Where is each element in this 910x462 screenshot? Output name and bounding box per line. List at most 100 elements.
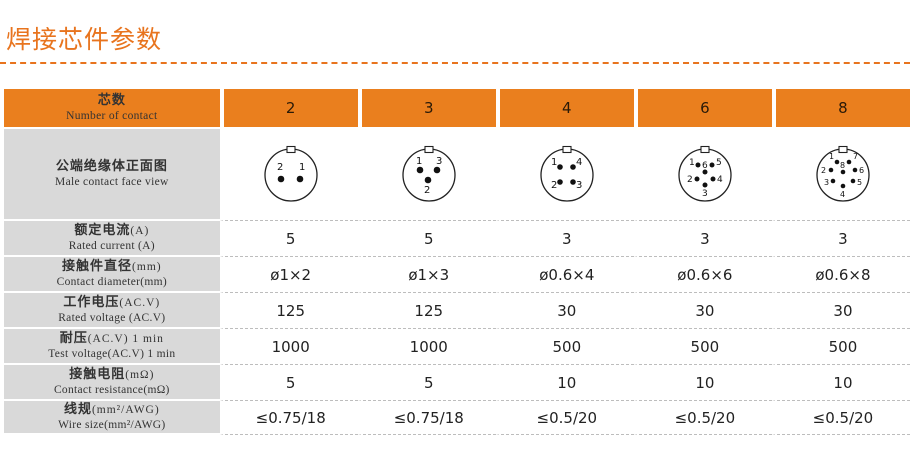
value-cell: 30 — [633, 293, 772, 329]
page-title: 焊接芯件参数 — [6, 25, 163, 54]
spec-row-test-voltage: 耐压(AC.V) 1 min Test voltage(AC.V) 1 min … — [4, 329, 910, 365]
value-cell: 125 — [219, 293, 358, 329]
pin-label: 3 — [576, 180, 582, 191]
pin-label: 5 — [857, 178, 862, 187]
pin-label: 2 — [424, 185, 430, 196]
connector-face-diagram: 1 4 2 3 — [540, 145, 594, 202]
pin-label: 1 — [299, 162, 305, 173]
contact-pin — [709, 162, 715, 167]
spec-row-contact-diameter: 接触件直径(mm) Contact diameter(mm) ø1×2 ø1×3… — [4, 257, 910, 293]
face-view-cell: 1 5 6 2 4 3 — [633, 129, 772, 221]
contact-pin — [840, 169, 846, 174]
value-cell: 3 — [771, 221, 910, 257]
face-view-label: 公端绝缘体正面图 Male contact face view — [4, 129, 220, 221]
row-label-zh: 线规(mm²/AWG) — [63, 402, 160, 417]
row-label-zh: 接触件直径(mm) — [62, 259, 162, 274]
header-label-zh: 芯数 — [97, 93, 126, 108]
face-view-label-en: Male contact face view — [55, 176, 169, 188]
value-cell: ≤0.5/20 — [633, 401, 772, 435]
row-label: 耐压(AC.V) 1 min Test voltage(AC.V) 1 min — [4, 329, 220, 365]
header-label-en: Number of contact — [66, 110, 158, 122]
value-cell: 5 — [219, 365, 358, 401]
value-cell: ≤0.5/20 — [495, 401, 634, 435]
value-cell: 5 — [357, 221, 496, 257]
row-label-en: Rated voltage (AC.V) — [58, 312, 166, 324]
pin-label: 2 — [551, 180, 557, 191]
spec-table: 芯数 Number of contact 2 3 4 6 8 公端绝缘体正面图 … — [4, 89, 910, 435]
row-label-en: Wire size(mm²/AWG) — [58, 419, 166, 431]
pin-label: 7 — [853, 152, 858, 161]
value-cell: 5 — [219, 221, 358, 257]
contact-pin — [424, 176, 432, 183]
key-notch — [838, 145, 848, 153]
value-cell: ø0.6×4 — [495, 257, 634, 293]
value-cell: 3 — [633, 221, 772, 257]
pin-label: 6 — [859, 166, 864, 175]
value-cell: 500 — [771, 329, 910, 365]
row-label-en: Contact diameter(mm) — [56, 276, 168, 288]
pin-label: 3 — [436, 156, 442, 167]
pin-label: 6 — [702, 161, 708, 171]
contact-pin — [852, 167, 858, 172]
row-label-zh: 工作电压(AC.V) — [63, 295, 161, 310]
row-label-zh: 耐压(AC.V) 1 min — [59, 331, 164, 346]
pin-label: 8 — [840, 161, 845, 170]
pin-label: 3 — [702, 189, 708, 199]
value-cell: 10 — [771, 365, 910, 401]
contact-pin — [694, 176, 700, 181]
pin-label: 2 — [821, 166, 826, 175]
contact-pin — [702, 182, 708, 187]
row-label-en: Rated current (A) — [68, 240, 155, 252]
face-view-cell: 1 3 2 — [357, 129, 496, 221]
pin-label: 4 — [840, 190, 845, 199]
value-cell: ø1×2 — [219, 257, 358, 293]
header-cell: 6 — [633, 89, 772, 129]
row-label: 工作电压(AC.V) Rated voltage (AC.V) — [4, 293, 220, 329]
contact-pin — [846, 159, 852, 164]
header-cell: 3 — [357, 89, 496, 129]
face-view-cell: 1 7 2 8 6 3 5 4 — [771, 129, 910, 221]
row-label: 线规(mm²/AWG) Wire size(mm²/AWG) — [4, 401, 220, 435]
face-view-row: 公端绝缘体正面图 Male contact face view 2 1 1 3 — [4, 129, 910, 221]
value-cell: 500 — [633, 329, 772, 365]
key-notch — [286, 145, 296, 153]
row-label-en: Contact resistance(mΩ) — [53, 384, 170, 396]
header-row: 芯数 Number of contact 2 3 4 6 8 — [4, 89, 910, 129]
row-label-en: Test voltage(AC.V) 1 min — [48, 348, 176, 360]
pin-label: 5 — [716, 158, 722, 168]
value-cell: 1000 — [357, 329, 496, 365]
value-cell: ≤0.5/20 — [771, 401, 910, 435]
pin-label: 2 — [277, 162, 283, 173]
spec-row-rated-voltage: 工作电压(AC.V) Rated voltage (AC.V) 125 125 … — [4, 293, 910, 329]
header-label: 芯数 Number of contact — [4, 89, 220, 129]
connector-face-diagram: 1 5 6 2 4 3 — [678, 145, 732, 202]
row-label: 接触件直径(mm) Contact diameter(mm) — [4, 257, 220, 293]
contact-pin — [277, 175, 284, 182]
value-cell: ≤0.75/18 — [219, 401, 358, 435]
contact-pin — [850, 178, 856, 183]
pin-label: 2 — [687, 175, 693, 185]
spec-row-rated-current: 额定电流(A) Rated current (A) 5 5 3 3 3 — [4, 221, 910, 257]
value-cell: 3 — [495, 221, 634, 257]
value-cell: 30 — [771, 293, 910, 329]
value-cell: 10 — [495, 365, 634, 401]
row-label-zh: 额定电流(A) — [74, 223, 150, 238]
key-notch — [424, 145, 434, 153]
contact-pin — [710, 176, 716, 181]
pin-label: 3 — [824, 178, 829, 187]
value-cell: 500 — [495, 329, 634, 365]
value-cell: ø1×3 — [357, 257, 496, 293]
contact-pin — [570, 163, 576, 170]
connector-outline — [264, 147, 318, 202]
value-cell: 5 — [357, 365, 496, 401]
spec-row-contact-resistance: 接触电阻(mΩ) Contact resistance(mΩ) 5 5 10 1… — [4, 365, 910, 401]
face-view-label-zh: 公端绝缘体正面图 — [55, 159, 168, 174]
value-cell: 125 — [357, 293, 496, 329]
contact-pin — [695, 162, 701, 167]
header-cell: 8 — [771, 89, 910, 129]
face-view-cell: 2 1 — [219, 129, 358, 221]
row-label-zh: 接触电阻(mΩ) — [69, 367, 155, 382]
pin-label: 4 — [717, 175, 723, 185]
value-cell: ø0.6×6 — [633, 257, 772, 293]
header-cell: 4 — [495, 89, 634, 129]
